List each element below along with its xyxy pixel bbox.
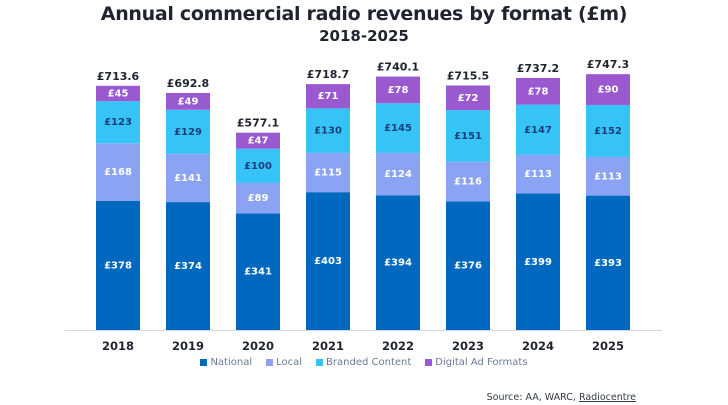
data-label: £394 <box>384 258 412 269</box>
data-label: £72 <box>458 93 479 104</box>
data-label: £151 <box>454 131 482 142</box>
total-label: £692.8 <box>167 77 209 90</box>
data-label: £45 <box>108 89 129 100</box>
bar-segment-national <box>586 195 630 330</box>
bar-segment-branded-content <box>586 104 630 157</box>
bar-segment-branded-content <box>446 110 490 162</box>
data-label: £152 <box>594 126 622 137</box>
data-label: £378 <box>104 260 132 271</box>
data-label: £78 <box>528 86 549 97</box>
bar-segment-national <box>516 193 560 330</box>
data-label: £130 <box>314 126 342 137</box>
source-note: Source: AA, WARC, Radiocentre <box>487 392 636 403</box>
bar-segment-digital-ad-formats <box>306 84 350 109</box>
legend: National Local Branded Content Digital A… <box>0 357 728 368</box>
data-label: £129 <box>174 127 202 138</box>
x-tick-label: 2019 <box>172 339 204 353</box>
data-label: £124 <box>384 169 412 180</box>
bar-segment-digital-ad-formats <box>236 132 280 149</box>
data-label: £393 <box>594 258 622 269</box>
data-label: £47 <box>248 136 269 147</box>
data-label: £341 <box>244 267 272 278</box>
x-tick-label: 2021 <box>312 339 344 353</box>
data-label: £147 <box>524 125 552 136</box>
chart-title: Annual commercial radio revenues by form… <box>100 3 628 25</box>
data-label: £49 <box>178 96 199 107</box>
bar-segment-digital-ad-formats <box>446 85 490 111</box>
legend-item-branded-content: Branded Content <box>316 357 411 368</box>
bar-segment-national <box>96 200 140 330</box>
x-tick-label: 2025 <box>592 339 624 353</box>
bar-segment-local <box>376 152 420 196</box>
x-tick-label: 2022 <box>382 339 414 353</box>
bar-segment-branded-content <box>166 109 210 154</box>
data-label: £100 <box>244 161 272 172</box>
data-label: £71 <box>318 91 339 102</box>
total-label: £715.5 <box>447 69 489 82</box>
bar-segment-digital-ad-formats <box>96 85 140 102</box>
data-label: £403 <box>314 256 342 267</box>
chart-subtitle: 2018-2025 <box>319 27 409 45</box>
bar-segment-branded-content <box>306 108 350 153</box>
x-tick-label: 2024 <box>522 339 554 353</box>
bar-segment-national <box>166 202 210 330</box>
data-label: £78 <box>388 85 409 96</box>
total-label: £718.7 <box>307 68 349 81</box>
total-label: £740.1 <box>377 61 419 74</box>
legend-item-local: Local <box>266 357 302 368</box>
legend-label: Branded Content <box>326 357 412 368</box>
data-label: £123 <box>104 117 132 128</box>
data-label: £113 <box>594 171 622 182</box>
data-label: £141 <box>174 173 202 184</box>
legend-label: National <box>210 357 253 368</box>
bar-segment-local <box>446 161 490 202</box>
x-tick-label: 2018 <box>102 339 134 353</box>
source-link[interactable]: Radiocentre <box>578 392 636 403</box>
bar-segment-digital-ad-formats <box>376 76 420 104</box>
bar-segment-digital-ad-formats <box>166 92 210 110</box>
legend-item-digital-ad-formats: Digital Ad Formats <box>425 357 528 368</box>
legend-swatch-digital-ad-formats <box>425 359 433 366</box>
bar-segment-local <box>236 182 280 214</box>
bar-segment-national <box>446 201 490 330</box>
data-label: £89 <box>248 193 269 204</box>
x-tick-label: 2023 <box>452 339 484 353</box>
bar-segment-local <box>166 153 210 203</box>
bar-segment-branded-content <box>96 101 140 144</box>
bar-segment-branded-content <box>516 104 560 155</box>
bar-segment-national <box>306 192 350 330</box>
bar-segment-local <box>306 152 350 193</box>
legend-label: Digital Ad Formats <box>435 357 528 368</box>
source-prefix: Source: AA, WARC, <box>486 392 579 403</box>
data-label: £374 <box>174 261 202 272</box>
x-tick-label: 2020 <box>242 339 274 353</box>
bar-segment-branded-content <box>236 148 280 183</box>
legend-swatch-national <box>200 359 208 366</box>
total-label: £713.6 <box>97 70 140 83</box>
data-label: £113 <box>524 169 552 180</box>
legend-swatch-branded-content <box>316 359 324 366</box>
total-label: £577.1 <box>237 117 279 130</box>
bar-segment-local <box>96 143 140 201</box>
legend-swatch-local <box>266 359 274 366</box>
data-label: £145 <box>384 123 412 134</box>
data-label: £115 <box>314 168 342 179</box>
total-label: £737.2 <box>517 62 559 75</box>
bar-segment-branded-content <box>376 103 420 153</box>
bar-segment-digital-ad-formats <box>516 77 560 105</box>
bar-segment-local <box>516 154 560 194</box>
data-label: £90 <box>598 85 619 96</box>
legend-label: Local <box>276 357 303 368</box>
bar-segment-national <box>376 195 420 330</box>
total-label: £747.3 <box>587 58 629 71</box>
bar-segment-digital-ad-formats <box>586 74 630 105</box>
data-label: £168 <box>104 167 132 178</box>
bar-segment-national <box>236 213 280 330</box>
legend-item-national: National <box>200 357 252 368</box>
data-label: £399 <box>524 257 552 268</box>
data-label: £376 <box>454 261 482 272</box>
bar-segment-local <box>586 156 630 196</box>
data-label: £116 <box>454 177 482 188</box>
